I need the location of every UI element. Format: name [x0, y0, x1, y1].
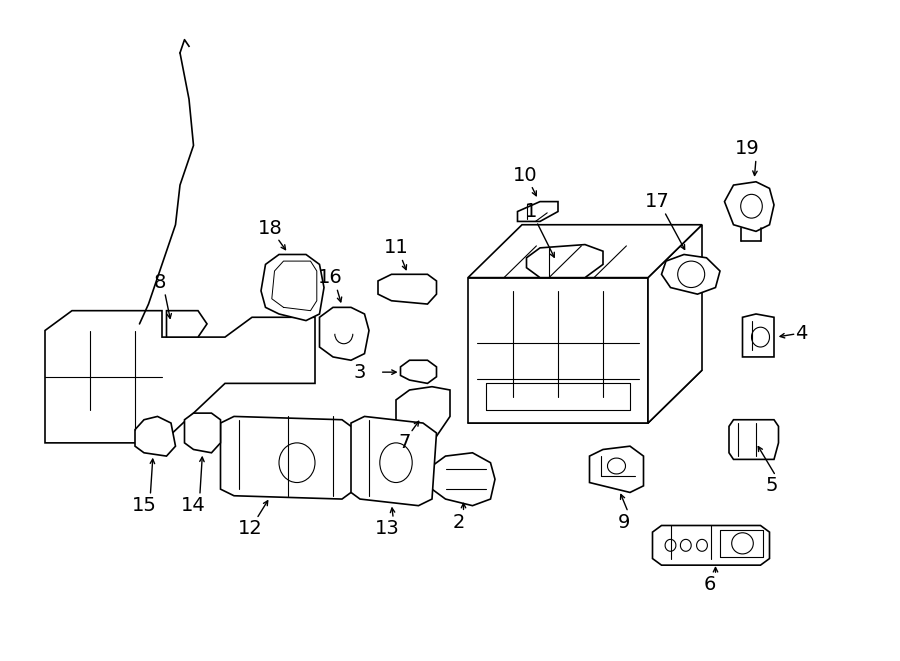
Polygon shape	[590, 446, 644, 492]
Polygon shape	[468, 370, 702, 423]
Text: 2: 2	[453, 513, 465, 531]
Text: 10: 10	[512, 166, 537, 184]
Text: 3: 3	[354, 363, 366, 381]
Polygon shape	[45, 311, 315, 443]
Polygon shape	[261, 254, 324, 321]
Polygon shape	[468, 225, 702, 278]
Polygon shape	[220, 416, 356, 499]
Text: 15: 15	[131, 496, 157, 515]
Text: 14: 14	[181, 496, 206, 515]
Polygon shape	[662, 254, 720, 294]
Polygon shape	[351, 416, 436, 506]
Polygon shape	[166, 311, 207, 337]
Polygon shape	[526, 245, 603, 278]
Text: 8: 8	[154, 273, 166, 292]
Polygon shape	[518, 202, 558, 221]
Polygon shape	[432, 453, 495, 506]
Text: 17: 17	[644, 192, 670, 211]
Text: 6: 6	[704, 576, 716, 594]
Polygon shape	[724, 182, 774, 231]
Polygon shape	[652, 525, 770, 565]
Text: 13: 13	[374, 520, 400, 538]
Polygon shape	[648, 225, 702, 423]
Polygon shape	[396, 387, 450, 443]
Polygon shape	[742, 314, 774, 357]
Text: 7: 7	[399, 434, 411, 452]
Text: 18: 18	[257, 219, 283, 237]
Polygon shape	[378, 274, 436, 304]
Text: 19: 19	[734, 139, 760, 158]
Text: 16: 16	[318, 268, 343, 287]
Text: 12: 12	[238, 520, 263, 538]
Polygon shape	[400, 360, 436, 383]
Polygon shape	[468, 278, 648, 423]
Polygon shape	[135, 416, 176, 456]
Text: 9: 9	[617, 513, 630, 531]
Polygon shape	[320, 307, 369, 360]
Polygon shape	[729, 420, 778, 459]
Text: 5: 5	[765, 477, 778, 495]
Text: 4: 4	[795, 325, 807, 343]
Text: 11: 11	[383, 239, 409, 257]
Text: 1: 1	[525, 202, 537, 221]
Polygon shape	[184, 413, 220, 453]
